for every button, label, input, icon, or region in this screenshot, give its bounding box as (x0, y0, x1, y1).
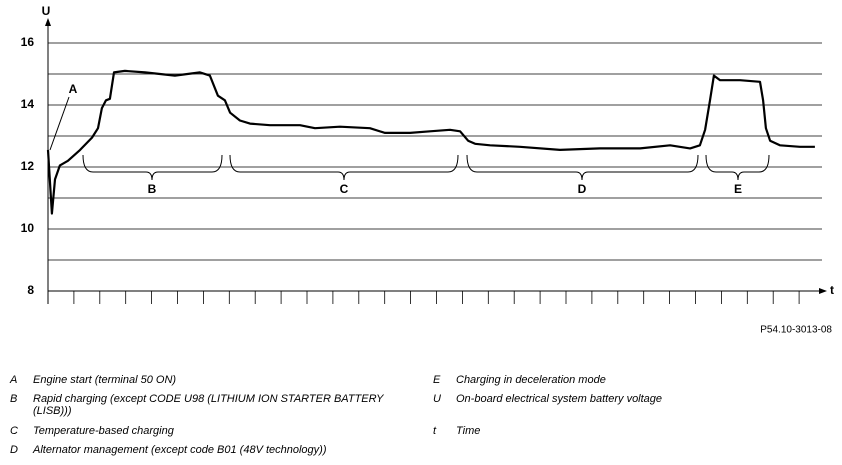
annotation: E (734, 182, 742, 196)
brace (705, 154, 770, 181)
annotation-leader (49, 96, 70, 151)
legend-text: (LISB))) (33, 405, 72, 417)
annotation: C (340, 182, 349, 196)
brace (82, 154, 223, 181)
brace (466, 154, 699, 181)
y-tick-label: 16 (21, 35, 35, 49)
y-tick-label: 14 (21, 97, 35, 111)
legend-text: On-board electrical system battery volta… (456, 393, 662, 405)
braces (49, 96, 770, 181)
voltage-line (46, 69, 815, 215)
legend-text: Alternator management (except code B01 (… (32, 444, 327, 456)
y-axis-arrow (45, 18, 51, 26)
legend-text: Temperature-based charging (33, 425, 175, 437)
legend-key: D (10, 444, 18, 456)
legend-key: A (9, 374, 17, 386)
y-tick-label: 8 (27, 283, 34, 297)
x-axis-label: t (830, 283, 834, 297)
legend-text: Engine start (terminal 50 ON) (33, 374, 176, 386)
annotation: B (148, 182, 157, 196)
y-tick-label: 10 (21, 221, 35, 235)
figure-code: P54.10-3013-08 (760, 325, 832, 336)
legend-text: Time (456, 425, 480, 437)
legend-key: C (10, 425, 18, 437)
legend-key: t (433, 425, 437, 437)
annotation: A (69, 82, 78, 96)
brace (229, 154, 459, 181)
legend-key: B (10, 393, 17, 405)
y-axis-label: U (42, 4, 51, 18)
annotation: D (578, 182, 587, 196)
legend-text: Rapid charging (except CODE U98 (LITHIUM… (33, 393, 384, 405)
y-tick-label: 12 (21, 159, 35, 173)
legend-key: E (433, 374, 441, 386)
legend-text: Charging in deceleration mode (456, 374, 606, 386)
legend-key: U (433, 393, 441, 405)
x-axis-arrow (819, 288, 827, 294)
